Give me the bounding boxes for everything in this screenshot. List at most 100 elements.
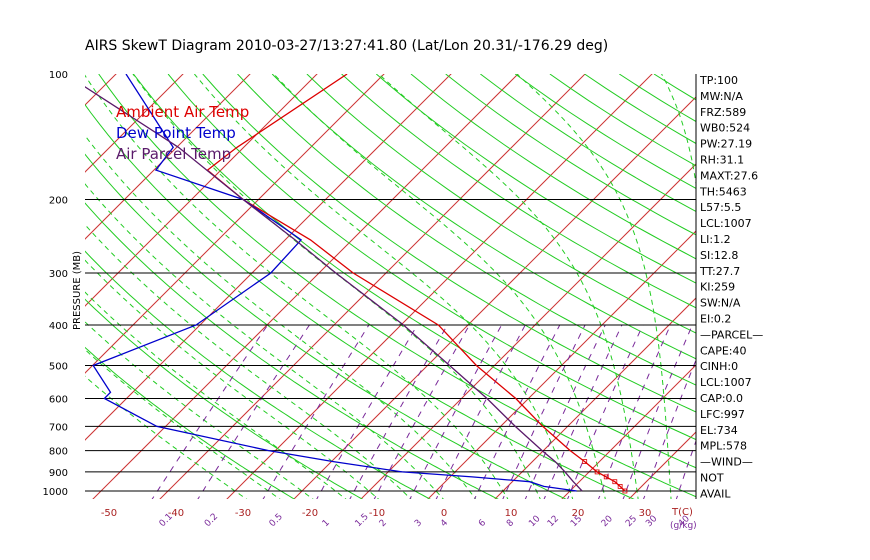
dry-adiabat-line <box>237 74 696 386</box>
isotherm-line <box>85 74 184 173</box>
stability-index-item: SI:12.8 <box>700 249 738 262</box>
stability-index-item: LCL:1007 <box>700 376 752 389</box>
mixing-ratio-tick-label: 4 <box>439 518 450 529</box>
pressure-tick-label: 700 <box>49 422 68 433</box>
stability-index-item: LCL:1007 <box>700 217 752 230</box>
pressure-axis: 100 200 300 400 500 600 700 800 900 1000 <box>43 70 68 498</box>
dry-adiabat-line <box>133 74 696 469</box>
pressure-tick-label: 200 <box>49 196 68 207</box>
dry-adiabat-line <box>410 74 696 260</box>
isotherm-line <box>85 74 452 441</box>
mixing-ratio-line <box>409 324 503 499</box>
mixing-ratio-tick-label: 10 <box>527 514 542 529</box>
mixing-ratio-line <box>151 324 269 499</box>
mixing-ratio-line <box>567 324 644 499</box>
mixing-ratio-line <box>543 324 623 499</box>
stability-index-item: MAXT:27.6 <box>700 169 758 182</box>
mixing-ratio-tick-label: 1 <box>321 518 332 529</box>
stability-index-item: MW:N/A <box>700 90 743 103</box>
stability-index-item: CAP:0.0 <box>700 392 743 405</box>
stability-index-item: RH:31.1 <box>700 154 744 167</box>
mixing-ratio-tick-label: 20 <box>600 514 615 529</box>
isotherm-line <box>754 65 870 509</box>
isotherm-line <box>494 297 696 499</box>
stability-index-item: TH:5463 <box>699 185 747 198</box>
stability-index-item: —WIND— <box>700 456 753 469</box>
stability-index-item: TP:100 <box>699 74 738 87</box>
mixing-ratio-line <box>262 324 370 499</box>
bottom-temp-tick-label: -20 <box>302 508 318 519</box>
stability-index-item: EI:0.2 <box>700 313 731 326</box>
mixing-ratio-tick-label: 6 <box>477 518 488 529</box>
pressure-tick-label: 300 <box>49 269 68 280</box>
isobar-lines <box>85 199 696 492</box>
bottom-temp-tick-label: -10 <box>369 508 385 519</box>
mixing-ratio-line <box>598 324 671 499</box>
stability-index-item: L57:5.5 <box>700 201 741 214</box>
bottom-temperature-axis: -50 -40 -30 -20 -10 0 10 20 30 <box>101 508 652 519</box>
moist-adiabat-line <box>85 223 412 499</box>
bottom-temp-tick-label: 20 <box>572 508 585 519</box>
stability-index-item: PW:27.19 <box>700 138 752 151</box>
stability-index-item: NOT <box>700 472 724 485</box>
mixing-ratio-tick-label: 8 <box>505 518 516 529</box>
pressure-tick-label: 1000 <box>43 487 68 498</box>
parcel-temp-line <box>85 86 583 492</box>
pressure-tick-label: 100 <box>49 70 68 81</box>
isotherm-line <box>85 74 385 374</box>
dry-adiabat-line <box>271 74 696 360</box>
ambient-temp-marker <box>603 474 609 480</box>
pressure-tick-label: 400 <box>49 321 68 332</box>
stability-index-item: KI:259 <box>700 281 735 294</box>
legend-parcel: Air Parcel Temp <box>116 145 231 163</box>
chart-title: AIRS SkewT Diagram 2010-03-27/13:27:41.8… <box>85 38 608 54</box>
mixing-ratio-line <box>435 324 526 499</box>
ambient-temp-marker <box>617 484 623 489</box>
mixing-ratio-tick-label: 0.2 <box>203 512 220 529</box>
bottom-temp-tick-label: -30 <box>235 508 251 519</box>
ambient-temp-marker <box>622 488 628 494</box>
dry-adiabat-line <box>167 74 696 441</box>
ambient-temp-marker <box>612 479 618 485</box>
pressure-tick-label: 500 <box>49 361 68 372</box>
stability-index-item: CAPE:40 <box>700 344 747 357</box>
ambient-temp-marker <box>594 469 600 475</box>
mixing-ratio-tick-label: 12 <box>546 514 561 529</box>
stability-index-item: CINH:0 <box>700 360 738 373</box>
y-axis-label: PRESSURE (MB) <box>72 251 83 330</box>
mixing-ratio-tick-label: 25 <box>624 514 639 529</box>
isotherm-line <box>0 65 58 509</box>
legend-dewpoint: Dew Point Temp <box>116 124 236 142</box>
mixing-ratio-line <box>622 324 693 499</box>
isotherm-line <box>293 96 696 499</box>
ambient-temp-marker <box>582 459 588 464</box>
mixing-ratio-line <box>524 324 606 499</box>
isotherm-line <box>360 163 696 499</box>
moist-adiabat-line <box>85 375 248 499</box>
pressure-tick-label: 600 <box>49 394 68 405</box>
bottom-temp-tick-label: -50 <box>101 508 117 519</box>
mixing-ratio-line <box>316 324 418 499</box>
mixing-ratio-tick-label: 0.5 <box>268 512 285 529</box>
dry-adiabat-line <box>480 74 696 213</box>
dry-adiabat-line <box>375 74 696 284</box>
mixing-ratio-unit-label: (g/kg) <box>670 521 697 531</box>
isotherm-line <box>628 431 696 499</box>
legend-ambient: Ambient Air Temp <box>116 103 249 121</box>
moist-adiabat-line <box>132 74 541 499</box>
isotherm-line <box>85 74 117 106</box>
stability-index-item: —PARCEL— <box>700 328 763 341</box>
mixing-ratio-line <box>197 324 310 499</box>
mixing-ratio-line <box>373 324 470 499</box>
isotherm-line <box>226 74 653 499</box>
pressure-tick-label: 900 <box>49 468 68 479</box>
bottom-temp-tick-label: 0 <box>441 508 447 519</box>
isotherm-line <box>561 364 696 499</box>
isotherm-line <box>821 65 870 509</box>
mixing-ratio-line <box>502 324 586 499</box>
bottom-temp-tick-label: 10 <box>505 508 518 519</box>
isotherm-line <box>85 74 318 307</box>
dry-adiabat-line <box>306 74 696 334</box>
pressure-tick-label: 800 <box>49 447 68 458</box>
dry-adiabat-line <box>341 74 696 309</box>
